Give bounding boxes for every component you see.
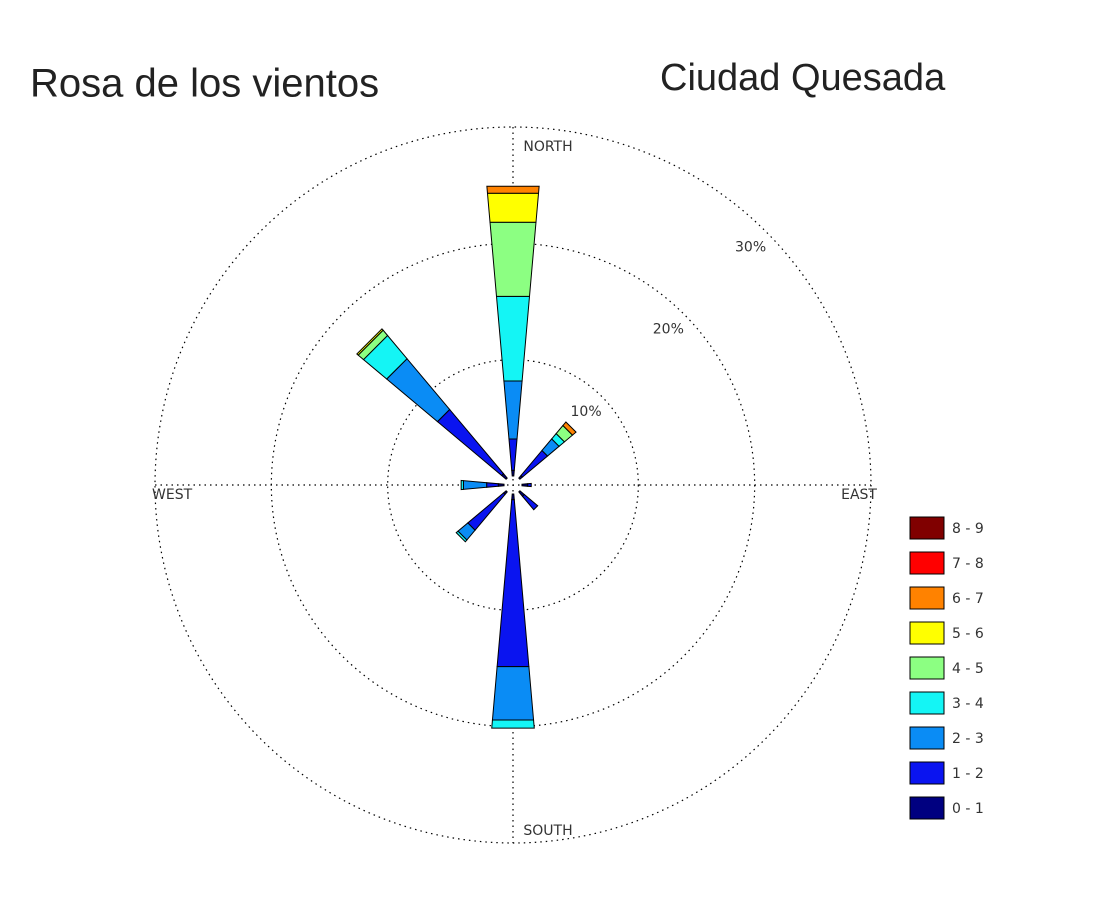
wind-segment — [460, 479, 464, 491]
wind-segment — [491, 719, 535, 729]
grid-ring — [270, 242, 756, 728]
legend-label: 5 - 6 — [952, 626, 984, 642]
wind-segment — [486, 482, 499, 488]
wind-segment — [511, 493, 515, 501]
chart-title: Rosa de los vientos — [30, 62, 379, 106]
wind-segment — [491, 666, 535, 721]
wind-segment — [527, 482, 532, 488]
legend-label: 6 - 7 — [952, 591, 984, 607]
wind-segment — [486, 185, 540, 194]
legend-swatch — [909, 551, 945, 575]
grid-ring — [387, 359, 639, 611]
ring-label: 10% — [571, 404, 602, 420]
legend-swatch — [909, 796, 945, 820]
legend-label: 0 - 1 — [952, 801, 984, 817]
legend-swatch — [909, 761, 945, 785]
ring-label: 30% — [735, 239, 766, 255]
grid-ring — [154, 126, 872, 844]
direction-label: SOUTH — [523, 823, 572, 839]
legend-label: 2 - 3 — [952, 731, 984, 747]
ring-label: 20% — [653, 322, 684, 338]
wind-segment — [511, 469, 515, 477]
wind-segment — [521, 483, 529, 487]
legend-label: 4 - 5 — [952, 661, 984, 677]
legend-swatch — [909, 656, 945, 680]
wind-segment — [462, 480, 488, 490]
legend-swatch — [909, 621, 945, 645]
chart-subtitle: Ciudad Quesada — [660, 57, 946, 99]
legend-label: 7 - 8 — [952, 556, 984, 572]
legend-swatch — [909, 516, 945, 540]
legend-swatch — [909, 726, 945, 750]
direction-label: WEST — [152, 487, 193, 503]
legend-swatch — [909, 586, 945, 610]
direction-label: NORTH — [523, 139, 572, 155]
legend-label: 3 - 4 — [952, 696, 984, 712]
wind-segment — [489, 221, 537, 297]
wind-segment — [486, 192, 540, 223]
legend-label: 1 - 2 — [952, 766, 984, 782]
wind-segment — [497, 483, 505, 487]
direction-label: EAST — [841, 487, 877, 503]
legend-swatch — [909, 691, 945, 715]
legend-label: 8 - 9 — [952, 521, 984, 537]
